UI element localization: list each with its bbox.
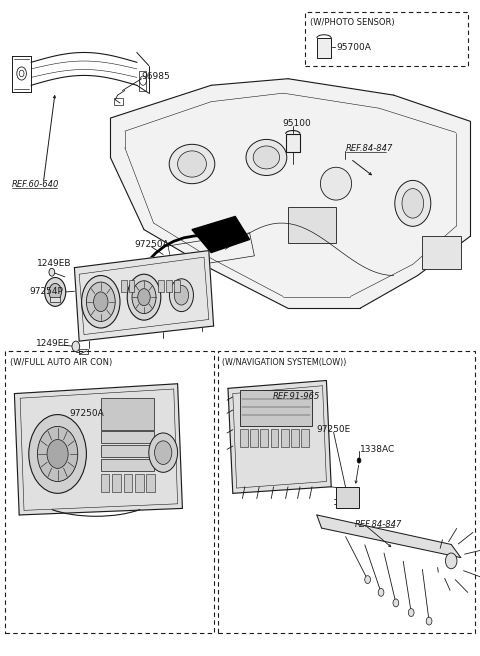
Circle shape xyxy=(357,458,361,463)
Bar xyxy=(101,431,154,443)
Bar xyxy=(101,474,109,492)
Bar xyxy=(271,429,278,447)
Bar xyxy=(5,351,214,633)
Text: REF.84-847: REF.84-847 xyxy=(355,520,403,529)
Circle shape xyxy=(393,599,399,607)
Text: (W/FULL AUTO AIR CON): (W/FULL AUTO AIR CON) xyxy=(10,358,112,367)
Polygon shape xyxy=(317,515,461,558)
Bar xyxy=(114,98,123,105)
Text: 97250E: 97250E xyxy=(317,425,351,434)
Text: 96985: 96985 xyxy=(142,72,170,81)
Circle shape xyxy=(155,441,172,464)
Circle shape xyxy=(149,433,178,472)
Text: 1249EE: 1249EE xyxy=(36,339,70,348)
Bar xyxy=(317,38,331,58)
Polygon shape xyxy=(192,216,250,253)
Circle shape xyxy=(378,588,384,596)
Text: 97250A: 97250A xyxy=(70,409,104,418)
Circle shape xyxy=(127,274,161,320)
Circle shape xyxy=(47,440,68,468)
Bar xyxy=(291,429,299,447)
Ellipse shape xyxy=(395,180,431,226)
Polygon shape xyxy=(74,251,214,341)
Bar xyxy=(240,390,312,426)
Text: 1338AC: 1338AC xyxy=(360,445,395,454)
Text: (W/PHOTO SENSOR): (W/PHOTO SENSOR) xyxy=(310,18,394,28)
Text: REF.84-847: REF.84-847 xyxy=(346,144,393,154)
Bar xyxy=(135,474,144,492)
Bar xyxy=(146,474,155,492)
Bar xyxy=(166,280,172,292)
Circle shape xyxy=(94,292,108,312)
Circle shape xyxy=(45,277,66,306)
Circle shape xyxy=(426,617,432,625)
Bar xyxy=(336,487,359,508)
Bar xyxy=(281,429,288,447)
Circle shape xyxy=(138,289,150,306)
Circle shape xyxy=(37,426,78,482)
Polygon shape xyxy=(110,79,470,308)
Bar xyxy=(124,474,132,492)
Bar xyxy=(101,445,154,457)
Bar xyxy=(79,349,88,354)
Bar xyxy=(101,398,154,430)
Bar xyxy=(139,71,146,91)
Ellipse shape xyxy=(402,189,424,218)
Circle shape xyxy=(49,268,55,276)
Bar xyxy=(158,280,164,292)
Text: 97250A: 97250A xyxy=(134,239,169,249)
Ellipse shape xyxy=(253,146,279,169)
Ellipse shape xyxy=(321,167,351,200)
Bar xyxy=(50,297,60,302)
Bar xyxy=(301,429,309,447)
Ellipse shape xyxy=(246,139,287,175)
Bar xyxy=(112,474,121,492)
Bar xyxy=(101,459,154,471)
Circle shape xyxy=(29,415,86,493)
Circle shape xyxy=(82,276,120,328)
Text: REF.60-640: REF.60-640 xyxy=(12,180,60,190)
Circle shape xyxy=(72,341,80,352)
Bar xyxy=(286,134,300,152)
Text: 95100: 95100 xyxy=(282,119,311,128)
Bar xyxy=(121,280,127,292)
Circle shape xyxy=(86,282,115,321)
Bar xyxy=(240,429,248,447)
Bar xyxy=(305,12,468,66)
Text: 97254P: 97254P xyxy=(30,287,64,297)
Circle shape xyxy=(365,576,371,584)
Bar xyxy=(218,351,475,633)
Text: (W/NAVIGATION SYSTEM(LOW)): (W/NAVIGATION SYSTEM(LOW)) xyxy=(222,358,346,367)
Bar xyxy=(129,280,134,292)
Bar xyxy=(174,280,180,292)
Bar xyxy=(250,429,258,447)
Bar xyxy=(261,429,268,447)
Text: 95700A: 95700A xyxy=(336,43,371,52)
Bar xyxy=(288,207,336,243)
Ellipse shape xyxy=(178,151,206,177)
Polygon shape xyxy=(422,236,461,269)
Circle shape xyxy=(408,609,414,617)
Polygon shape xyxy=(228,380,331,493)
Text: 1249EB: 1249EB xyxy=(37,259,72,268)
Circle shape xyxy=(169,279,193,312)
Circle shape xyxy=(49,283,61,300)
Circle shape xyxy=(174,285,189,305)
Circle shape xyxy=(132,281,156,314)
Text: REF.91-965: REF.91-965 xyxy=(273,392,320,401)
Polygon shape xyxy=(14,384,182,515)
Ellipse shape xyxy=(169,144,215,184)
Circle shape xyxy=(445,553,457,569)
